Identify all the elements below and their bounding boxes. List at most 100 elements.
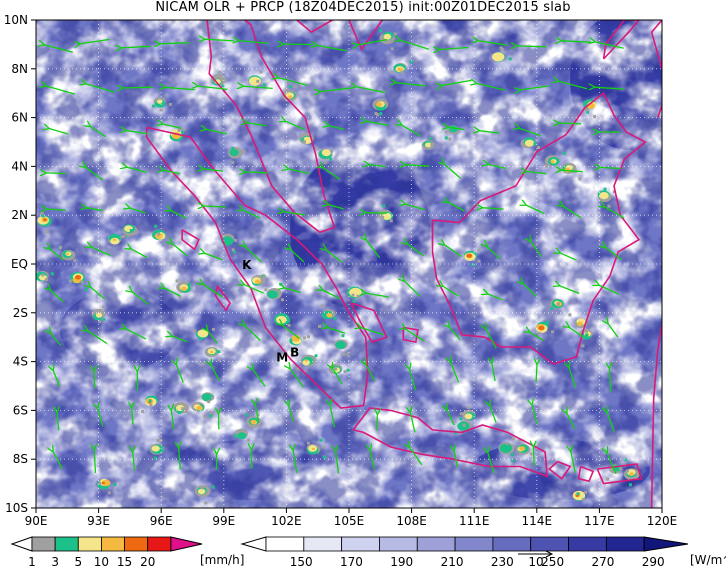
precip-speck [333, 317, 337, 320]
wind-vector [283, 212, 306, 216]
wind-vector [361, 328, 384, 336]
precip-speck [356, 294, 360, 298]
precip-speck [50, 272, 54, 276]
wind-vector [517, 46, 547, 47]
precip-cell [466, 253, 473, 258]
place-labels: K M B [242, 258, 299, 365]
coastline [352, 407, 549, 478]
precip-speck [471, 263, 475, 267]
precip-speck [102, 305, 106, 309]
precip-speck [318, 324, 321, 328]
wind-vector [487, 294, 503, 301]
wind-vector [171, 211, 187, 219]
precip-speck [41, 214, 45, 218]
wind-vector [448, 202, 465, 212]
precip-speck [207, 400, 211, 404]
coastline [431, 91, 647, 365]
wind-vector [607, 452, 617, 475]
colorbar-label: 290 [642, 555, 665, 569]
wind-vector [198, 86, 228, 91]
precip-speck [511, 458, 515, 462]
wind-vector [162, 124, 182, 129]
colorbar-label: 270 [591, 555, 614, 569]
precip-cell [156, 99, 163, 104]
precip-speck [409, 60, 413, 64]
precip-speck [314, 354, 318, 358]
wind-vector [204, 253, 223, 261]
precip-cell [288, 95, 293, 99]
wind-vector [171, 410, 175, 430]
axis-ticks [31, 19, 663, 513]
wind-vector [526, 205, 545, 214]
precip-speck [262, 83, 266, 87]
coastline [548, 460, 572, 480]
wind-vector [53, 451, 63, 470]
wind-vector [238, 41, 269, 45]
precip-speck [556, 302, 560, 306]
precip-speck [342, 352, 345, 356]
wind-vector [176, 364, 184, 383]
precip-speck [303, 140, 306, 144]
wind-vector [607, 412, 615, 432]
precip-cell [112, 238, 117, 241]
wind-vector [609, 368, 610, 392]
precip-speck [98, 320, 102, 324]
wind-vector [243, 210, 261, 219]
wind-vector [86, 84, 115, 93]
colorbar-cap [10, 536, 33, 552]
lat-tick-label: 2N [11, 208, 28, 222]
wind-vector [561, 170, 583, 172]
precip-speck [287, 323, 291, 327]
wind-vector [410, 412, 416, 433]
precip-speck [264, 288, 268, 292]
precip-cell [577, 321, 583, 326]
coastline [402, 326, 419, 344]
precip-speck [320, 304, 324, 308]
precip-speck [382, 204, 386, 208]
wind-vector [569, 367, 577, 388]
colorbar-segment [265, 536, 305, 552]
wind-vector [203, 169, 223, 171]
coastline [296, 20, 333, 34]
wind-vector [165, 87, 195, 89]
precip-speck [581, 344, 585, 348]
wind-vector [444, 164, 461, 179]
precip-speck [126, 234, 130, 238]
coastline [350, 302, 388, 344]
wind-vector [85, 167, 103, 181]
colorbar-segment [492, 536, 532, 552]
wind-vector [132, 407, 133, 425]
precip-speck [584, 490, 587, 494]
precip-speck [287, 319, 290, 323]
wind-vector [320, 87, 350, 91]
precip-speck [459, 412, 463, 416]
precip-speck [537, 331, 541, 335]
colorbar-label: 150 [290, 555, 313, 569]
precip-speck [232, 250, 236, 254]
precip-speck [576, 492, 580, 496]
precip-cell [196, 405, 203, 411]
wind-vector [519, 128, 541, 137]
precip-speck [374, 112, 378, 116]
precip-speck [84, 288, 88, 292]
colorbar-segment [124, 536, 149, 552]
colorbar-unit: [mm/h] [200, 553, 244, 567]
precip-speck [499, 46, 503, 50]
precip-cell [197, 488, 206, 495]
precip-speck [40, 211, 44, 215]
wind-vector [560, 253, 577, 261]
precip-speck [593, 115, 597, 119]
precip-cell [181, 286, 187, 291]
precip-speck [629, 483, 632, 487]
wind-vector [571, 451, 576, 473]
wind-vector [90, 287, 106, 300]
precip-speck [285, 87, 289, 91]
lon-tick-label: 120E [647, 514, 678, 528]
wind-vector [559, 286, 580, 295]
lat-tick-label: 4S [13, 355, 28, 369]
precip-speck [242, 150, 246, 153]
wind-vector [51, 333, 62, 346]
wind-vector [479, 131, 500, 133]
wind-vector [317, 45, 347, 52]
lat-tick-label: 10S [5, 501, 28, 515]
